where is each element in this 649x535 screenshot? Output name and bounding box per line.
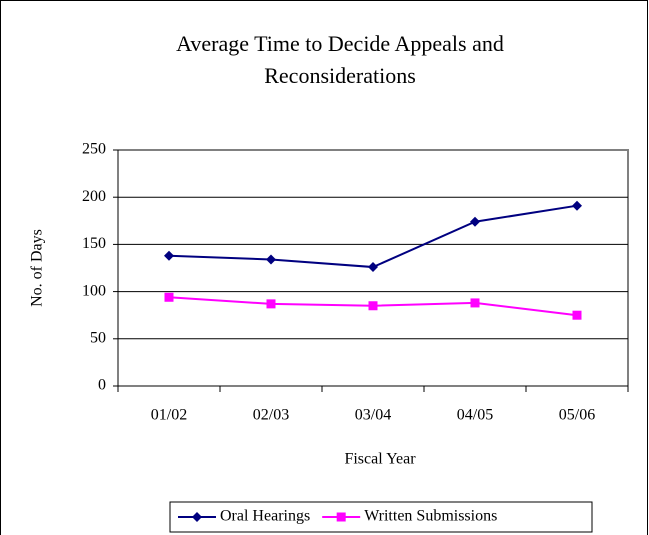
- chart-title: Average Time to Decide Appeals and Recon…: [176, 31, 504, 88]
- marker: [164, 292, 174, 302]
- marker: [336, 512, 346, 522]
- marker: [572, 200, 582, 211]
- series-line: [168, 204, 578, 269]
- y-axis-title: No. of Days: [29, 229, 46, 307]
- x-tick-label: 04/05: [457, 407, 493, 424]
- x-tick-label: 05/06: [559, 407, 595, 424]
- marker: [192, 512, 202, 522]
- y-tick-label: 200: [82, 188, 106, 205]
- legend-label: Written Submissions: [364, 508, 497, 525]
- marker: [266, 254, 276, 265]
- marker: [572, 310, 582, 320]
- marker: [470, 298, 480, 308]
- marker: [368, 262, 378, 273]
- legend-box: [169, 501, 593, 533]
- x-tick-label: 01/02: [151, 407, 187, 424]
- y-tick-label: 100: [82, 282, 106, 299]
- x-tick-label: 03/04: [355, 407, 391, 424]
- y-tick-label: 0: [98, 377, 106, 394]
- y-tick-label: 250: [82, 141, 106, 158]
- marker: [470, 216, 480, 227]
- legend-label: Oral Hearings: [220, 508, 310, 525]
- x-tick-label: 02/03: [253, 407, 289, 424]
- marker: [368, 301, 378, 311]
- plot-border: [118, 149, 629, 386]
- y-tick-label: 50: [90, 329, 106, 346]
- marker: [266, 299, 276, 309]
- marker: [164, 250, 174, 261]
- y-tick-label: 150: [82, 235, 106, 252]
- x-axis-title: Fiscal Year: [344, 451, 416, 468]
